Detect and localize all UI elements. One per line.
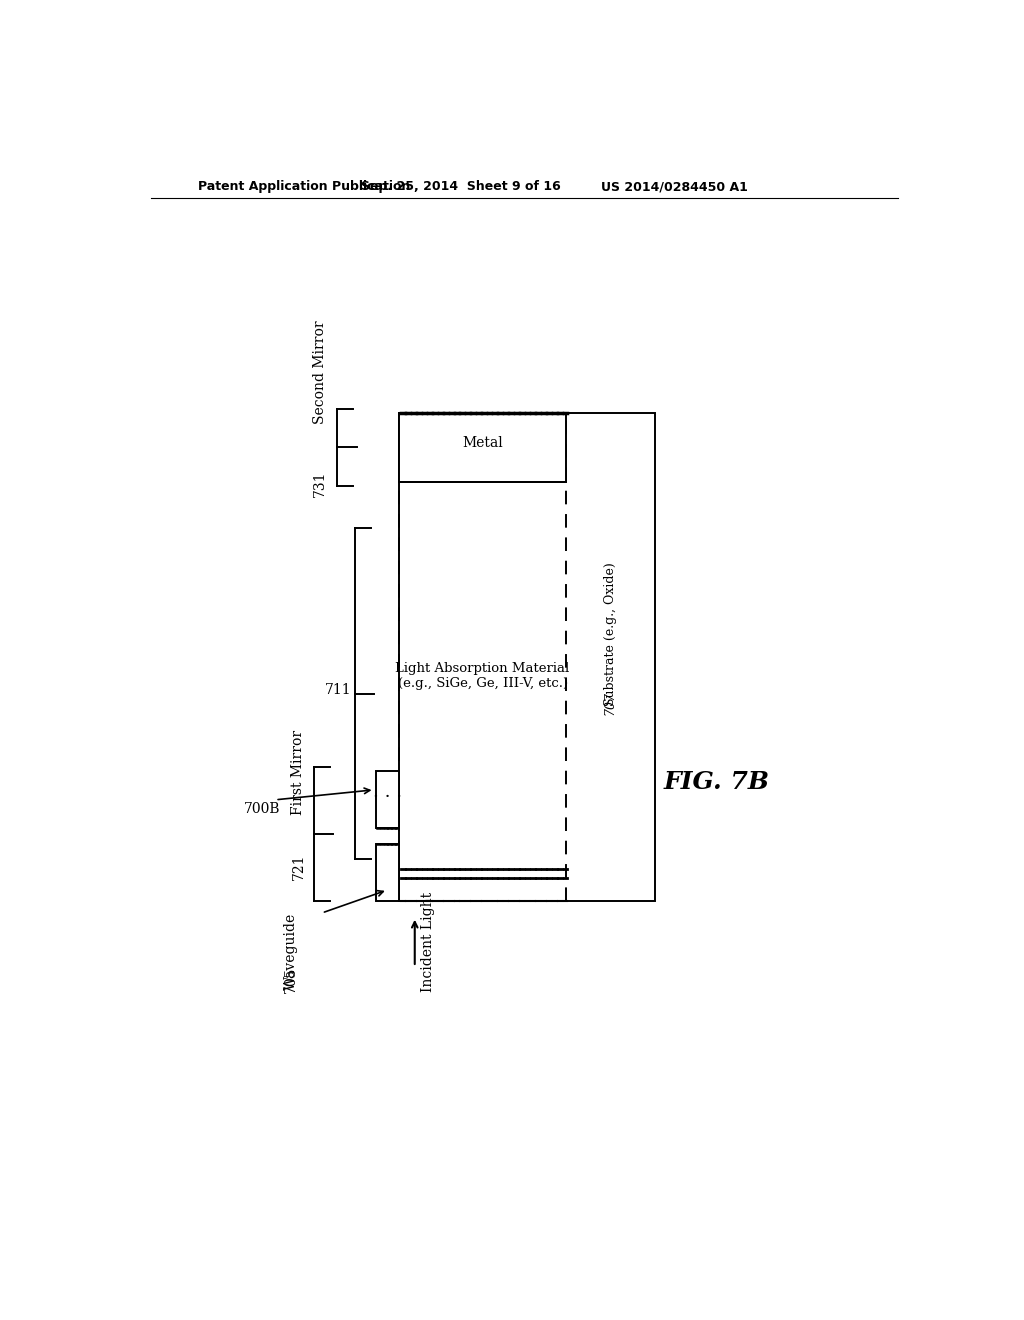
Text: First Mirror: First Mirror (292, 730, 305, 814)
Text: 700B: 700B (245, 803, 281, 816)
Text: . . .: . . . (373, 783, 402, 801)
Text: Substrate (e.g., Oxide): Substrate (e.g., Oxide) (604, 562, 616, 706)
Bar (399, 413, 655, 902)
Text: 731: 731 (313, 470, 328, 496)
Text: Patent Application Publication: Patent Application Publication (198, 181, 411, 194)
Text: FIG. 7B: FIG. 7B (664, 770, 770, 795)
Text: Sep. 25, 2014  Sheet 9 of 16: Sep. 25, 2014 Sheet 9 of 16 (361, 181, 561, 194)
Text: 707: 707 (604, 692, 616, 715)
Text: US 2014/0284450 A1: US 2014/0284450 A1 (601, 181, 748, 194)
Bar (376, 771, 399, 829)
Text: Second Mirror: Second Mirror (313, 321, 328, 424)
Text: 721: 721 (292, 853, 305, 880)
Text: 711: 711 (325, 682, 351, 697)
Text: Light Absorption Material
(e.g., SiGe, Ge, III-V, etc.): Light Absorption Material (e.g., SiGe, G… (395, 663, 569, 690)
Bar (399, 413, 566, 482)
Bar (376, 843, 399, 902)
Text: Waveguide: Waveguide (284, 913, 298, 990)
Text: 705: 705 (284, 966, 298, 993)
Text: Incident Light: Incident Light (421, 892, 435, 991)
Text: Metal: Metal (462, 437, 503, 450)
